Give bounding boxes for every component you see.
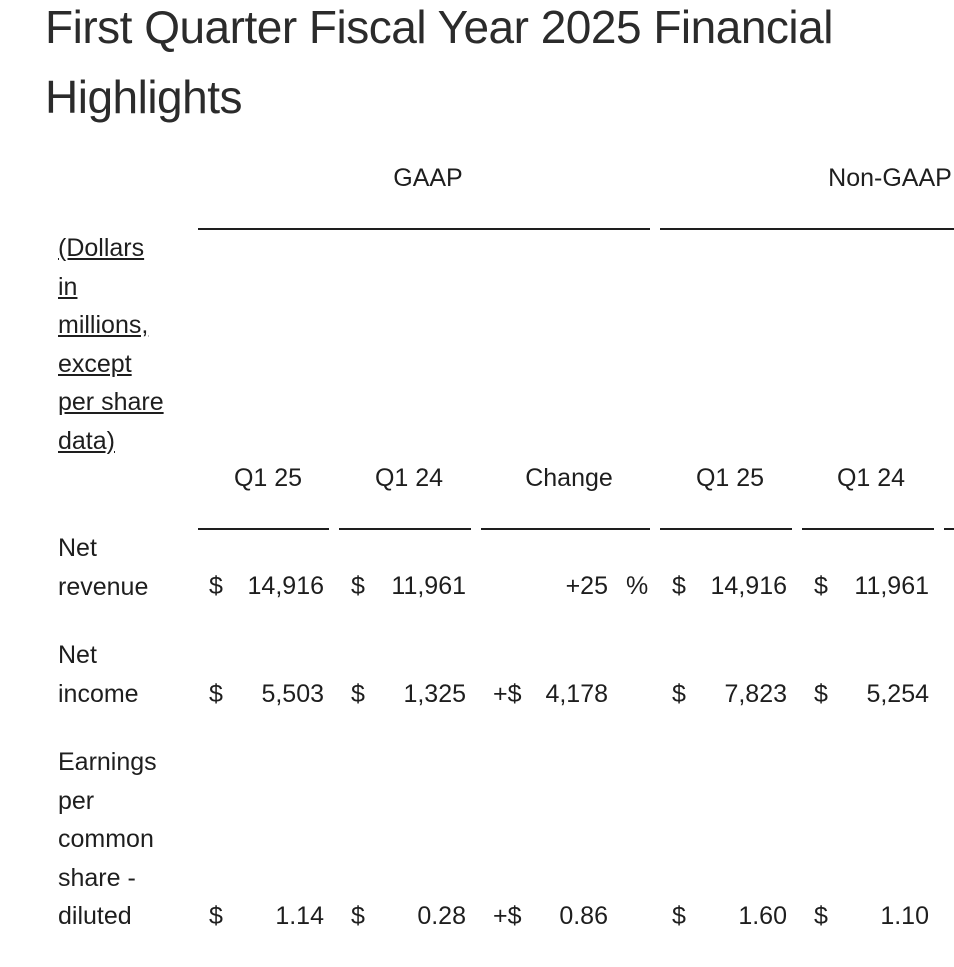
non-gaap-group-header: Non-GAAP: [828, 164, 952, 192]
value-gaap-q1-25: 14,916: [247, 572, 324, 600]
col-rule-change: [481, 528, 650, 530]
value-nongaap-q1-24: 1.10: [880, 902, 929, 930]
currency-symbol: $: [672, 902, 686, 930]
value-nongaap-q1-24: 11,961: [854, 572, 929, 600]
gaap-group-rule: [198, 228, 650, 230]
value-gaap-q1-25: 5,503: [261, 680, 324, 708]
currency-symbol: $: [209, 572, 223, 600]
value-change: +25: [565, 572, 608, 600]
col-rule-partial: [944, 528, 954, 530]
change-percent-suffix: %: [626, 572, 649, 600]
currency-symbol: $: [814, 572, 828, 600]
currency-symbol: $: [209, 680, 223, 708]
currency-symbol: $: [672, 680, 686, 708]
col-header-change: Change: [525, 464, 613, 492]
col-header-nongaap-q1-25: Q1 25: [695, 464, 765, 492]
row-label-eps-diluted: Earnings per common share - diluted: [58, 748, 157, 930]
col-rule-nongaap-q1-25: [660, 528, 792, 530]
value-gaap-q1-25: 1.14: [275, 902, 324, 930]
change-prefix: +$: [493, 680, 522, 708]
currency-symbol: $: [351, 680, 365, 708]
value-change: 4,178: [545, 680, 608, 708]
col-rule-nongaap-q1-24: [802, 528, 934, 530]
units-label: (Dollars in millions, except per share d…: [58, 234, 164, 455]
col-header-gaap-q1-24: Q1 24: [374, 464, 444, 492]
value-gaap-q1-24: 0.28: [417, 902, 466, 930]
value-nongaap-q1-25: 7,823: [724, 680, 787, 708]
value-nongaap-q1-24: 5,254: [866, 680, 929, 708]
currency-symbol: $: [209, 902, 223, 930]
currency-symbol: $: [351, 902, 365, 930]
currency-symbol: $: [672, 572, 686, 600]
row-label-net-income: Net income: [58, 641, 139, 708]
col-rule-gaap-q1-24: [339, 528, 471, 530]
non-gaap-group-rule: [660, 228, 954, 230]
value-gaap-q1-24: 11,961: [391, 572, 466, 600]
value-change: 0.86: [559, 902, 608, 930]
currency-symbol: $: [814, 902, 828, 930]
row-label-net-revenue: Net revenue: [58, 534, 149, 601]
value-gaap-q1-24: 1,325: [403, 680, 466, 708]
currency-symbol: $: [814, 680, 828, 708]
col-header-nongaap-q1-24: Q1 24: [836, 464, 906, 492]
value-nongaap-q1-25: 1.60: [738, 902, 787, 930]
value-nongaap-q1-25: 14,916: [710, 572, 787, 600]
gaap-group-header: GAAP: [393, 164, 463, 192]
col-header-gaap-q1-25: Q1 25: [233, 464, 303, 492]
change-prefix: +$: [493, 902, 522, 930]
page-title: First Quarter Fiscal Year 2025 Financial…: [45, 1, 833, 123]
col-rule-gaap-q1-25: [198, 528, 329, 530]
currency-symbol: $: [351, 572, 365, 600]
